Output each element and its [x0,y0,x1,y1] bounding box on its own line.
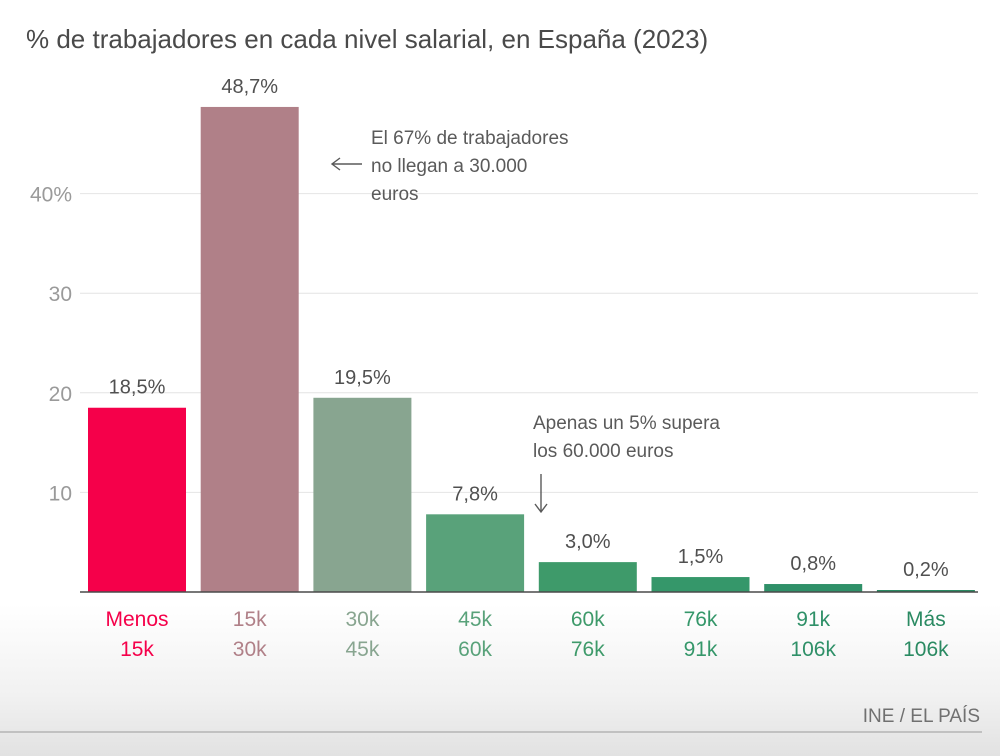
annotation-text: El 67% de trabajadores [371,128,569,149]
x-tick-label: 91k [684,638,718,661]
x-tick-label: 76k [684,608,718,631]
data-label: 0,8% [790,553,836,575]
bar [538,562,637,592]
bar [426,514,525,592]
annotation-arrow-down [534,474,548,514]
x-tick-label: 45k [345,638,379,661]
x-tick-label: 106k [790,638,836,661]
data-label: 1,5% [678,546,724,568]
source-label: INE / EL PAÍS [863,706,980,727]
data-label: 18,5% [109,377,166,399]
x-tick-label: 30k [345,608,379,631]
bar [764,584,863,592]
x-tick-label: 30k [233,638,267,661]
annotation-text: los 60.000 euros [533,441,674,462]
annotations: El 67% de trabajadores no llegan a 30.000… [330,128,720,514]
annotation-arrow-left [330,157,362,171]
x-tick-label: 76k [571,638,605,661]
x-tick-label: 45k [458,608,492,631]
bars-layer: 18,5% 48,7% 19,5% 7,8% 3,0% 1,5% 0,8% 0,2% [88,76,975,592]
y-tick-label: 10 [49,482,72,505]
data-label: 19,5% [334,367,391,389]
x-tick-label: 106k [903,638,949,661]
annotation-text: euros [371,184,419,205]
x-tick-label: Más [906,608,946,631]
x-tick-label: 15k [120,638,154,661]
chart-title: % de trabajadores en cada nivel salarial… [26,24,708,54]
y-tick-label: 30 [49,283,72,306]
y-tick-label: 20 [49,383,72,406]
data-label: 3,0% [565,531,611,553]
x-tick-label: 60k [458,638,492,661]
data-label: 7,8% [452,483,498,505]
x-tick-label: 60k [571,608,605,631]
x-tick-labels: Menos 15k 15k 30k 30k 45k 45k 60k 60k 76k 76k 91k 91… [105,608,949,661]
y-tick-label: 40% [30,184,72,207]
bar [313,397,412,592]
bar [876,590,975,592]
bar [200,106,299,592]
annotation-text: no llegan a 30.000 [371,156,527,177]
data-label: 0,2% [903,559,949,581]
x-tick-label: Menos [105,608,168,631]
annotation-text: Apenas un 5% supera [533,413,720,434]
bar [88,407,186,592]
x-tick-label: 91k [796,608,830,631]
x-tick-label: 15k [233,608,267,631]
data-label: 48,7% [221,76,278,98]
bar [651,577,750,592]
